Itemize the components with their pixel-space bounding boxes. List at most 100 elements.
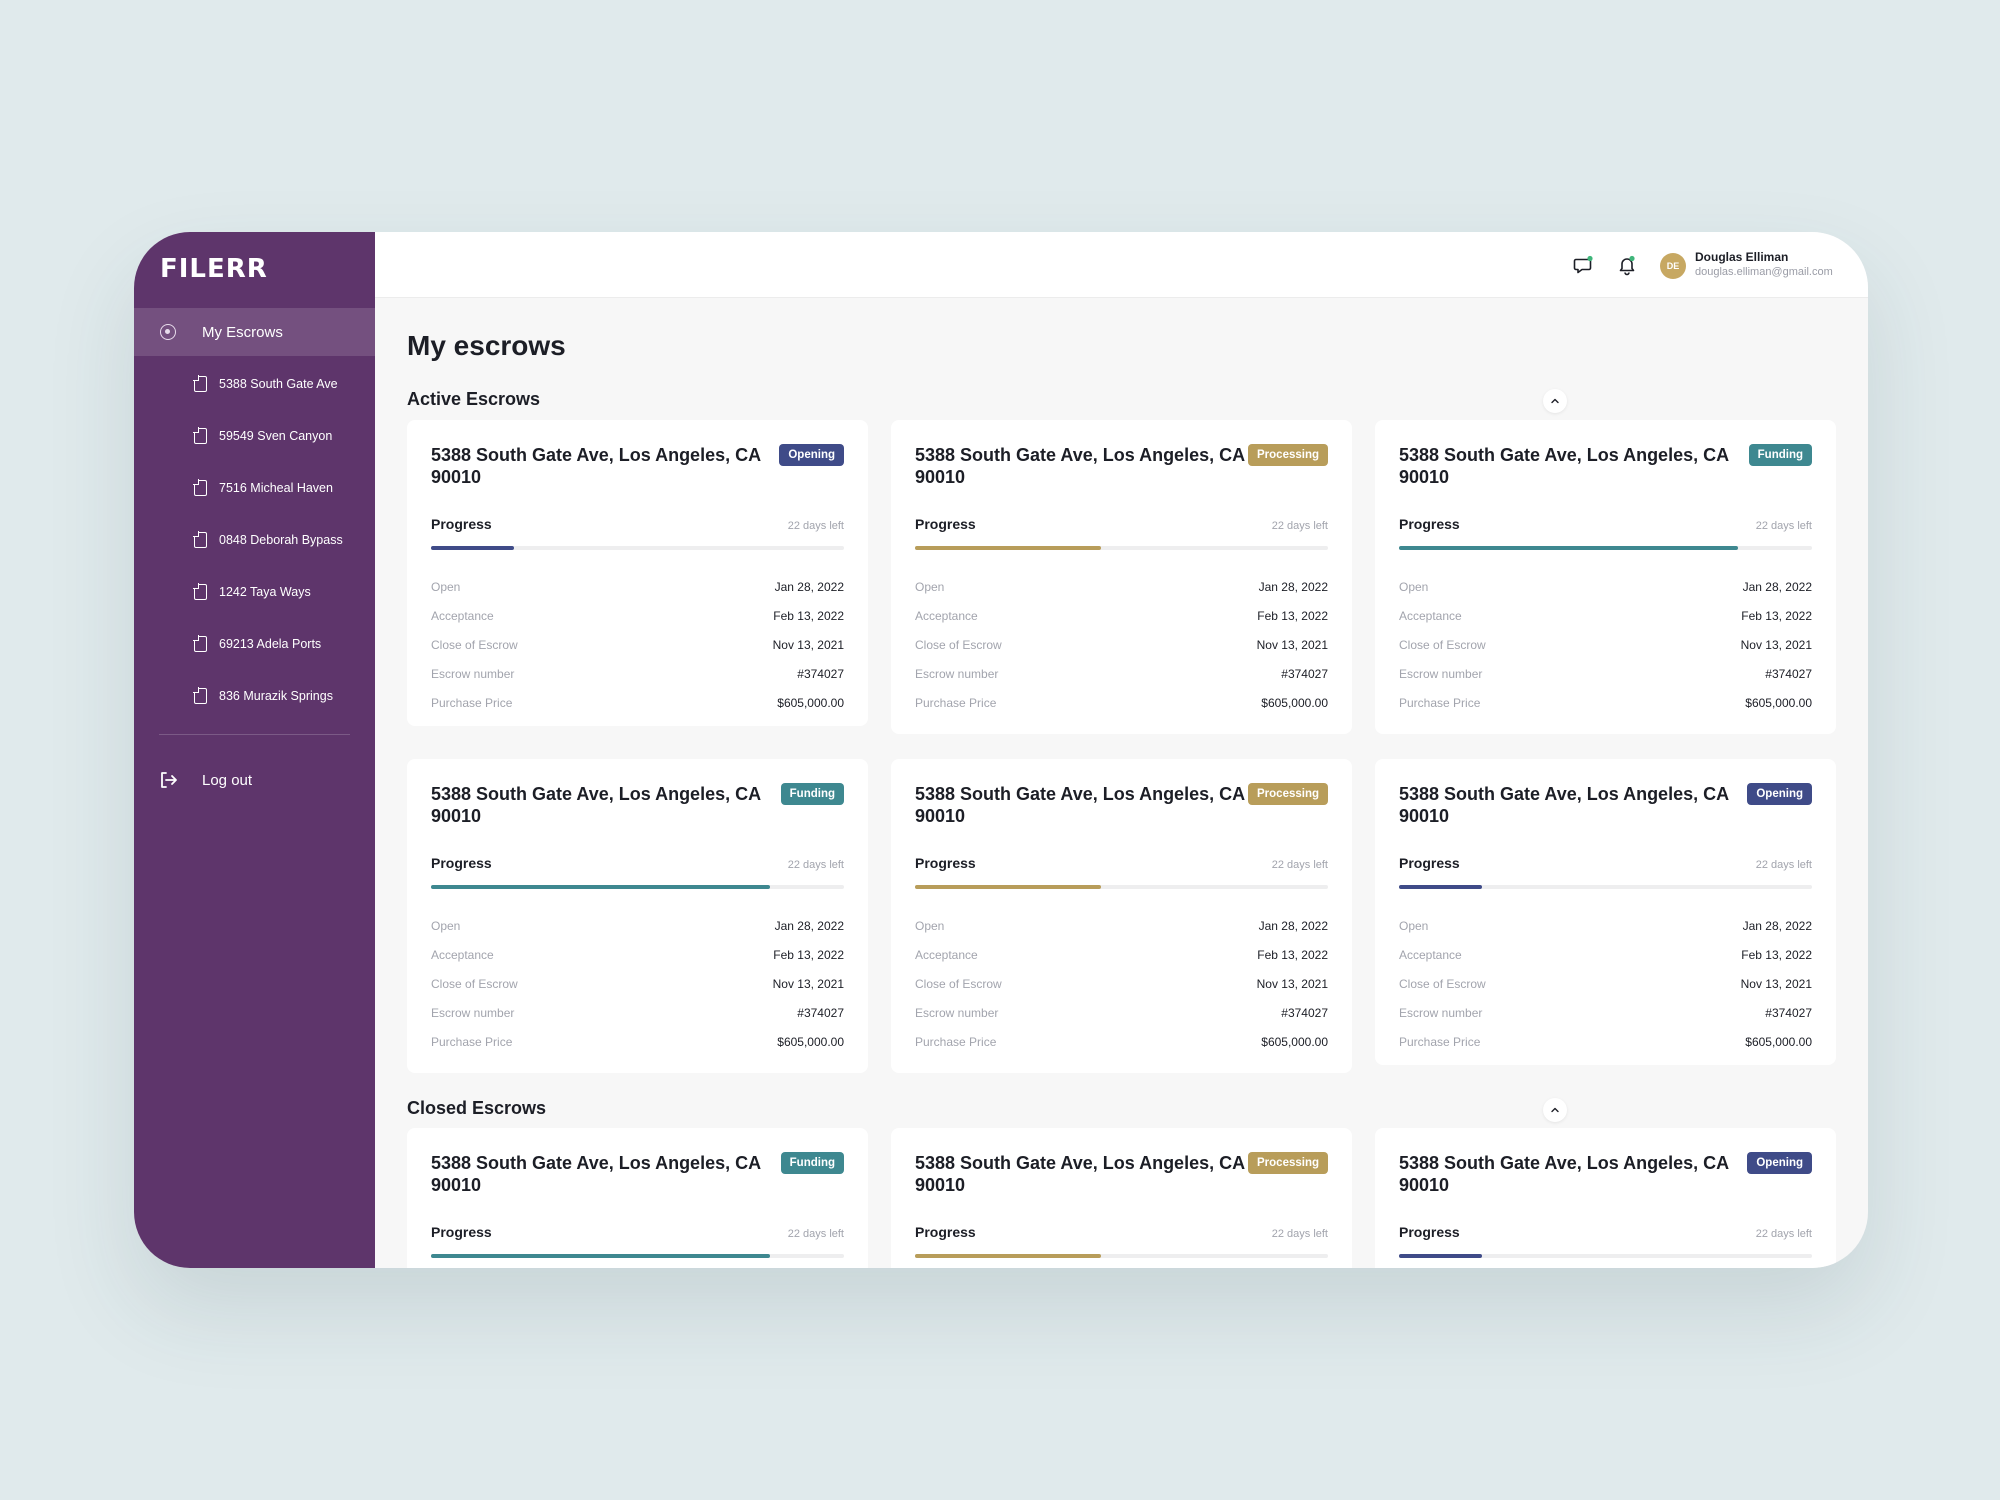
sidebar-item-escrow[interactable]: 0848 Deborah Bypass bbox=[134, 514, 375, 566]
document-icon bbox=[193, 635, 207, 652]
top-bar: DE Douglas Elliman douglas.elliman@gmail… bbox=[375, 232, 1868, 298]
detail-value: Feb 13, 2022 bbox=[1741, 947, 1812, 962]
escrow-card[interactable]: 5388 South Gate Ave, Los Angeles, CA 900… bbox=[1375, 420, 1836, 734]
detail-label: Open bbox=[1399, 918, 1429, 933]
card-details: Open Jan 28, 2022 Acceptance Feb 13, 202… bbox=[1399, 911, 1812, 1056]
document-icon bbox=[193, 687, 207, 704]
detail-value: $605,000.00 bbox=[1261, 695, 1328, 710]
detail-row: Open Jan 28, 2022 bbox=[1399, 572, 1812, 601]
sidebar-divider bbox=[159, 734, 350, 735]
detail-value: Feb 13, 2022 bbox=[773, 947, 844, 962]
escrow-card[interactable]: 5388 South Gate Ave, Los Angeles, CA 900… bbox=[1375, 759, 1836, 1065]
sidebar-item-label: 59549 Sven Canyon bbox=[219, 429, 333, 443]
detail-row: Acceptance Feb 13, 2022 bbox=[1399, 601, 1812, 630]
detail-value: #374027 bbox=[797, 666, 844, 681]
days-left: 22 days left bbox=[1755, 1228, 1812, 1240]
logout-button[interactable]: Log out bbox=[134, 760, 252, 800]
card-details: Open Jan 28, 2022 Acceptance Feb 13, 202… bbox=[915, 572, 1328, 717]
detail-row: Acceptance Feb 13, 2022 bbox=[431, 940, 844, 969]
progress-header: Progress 22 days left bbox=[915, 1224, 1328, 1240]
detail-label: Open bbox=[1399, 579, 1429, 594]
escrow-card[interactable]: 5388 South Gate Ave, Los Angeles, CA 900… bbox=[407, 1128, 868, 1268]
detail-label: Purchase Price bbox=[431, 1034, 513, 1049]
sidebar-item-escrow[interactable]: 5388 South Gate Ave bbox=[134, 358, 375, 410]
escrow-card[interactable]: 5388 South Gate Ave, Los Angeles, CA 900… bbox=[891, 759, 1352, 1073]
detail-row: Open Jan 28, 2022 bbox=[431, 911, 844, 940]
detail-row: Acceptance Feb 13, 2022 bbox=[915, 940, 1328, 969]
sidebar-item-escrow[interactable]: 59549 Sven Canyon bbox=[134, 410, 375, 462]
detail-row: Escrow number #374027 bbox=[431, 998, 844, 1027]
escrow-card[interactable]: 5388 South Gate Ave, Los Angeles, CA 900… bbox=[891, 1128, 1352, 1268]
progress-label: Progress bbox=[915, 855, 976, 871]
detail-row: Escrow number #374027 bbox=[915, 998, 1328, 1027]
progress-track bbox=[915, 885, 1328, 889]
detail-row: Open Jan 28, 2022 bbox=[915, 911, 1328, 940]
progress-label: Progress bbox=[431, 855, 492, 871]
card-title: 5388 South Gate Ave, Los Angeles, CA 900… bbox=[431, 445, 761, 487]
document-icon bbox=[193, 375, 207, 392]
status-badge: Opening bbox=[1747, 1152, 1812, 1174]
detail-row: Purchase Price $605,000.00 bbox=[915, 1027, 1328, 1056]
collapse-active-button[interactable] bbox=[1543, 389, 1567, 413]
sidebar-item-escrow[interactable]: 836 Murazik Springs bbox=[134, 670, 375, 722]
detail-label: Open bbox=[431, 918, 461, 933]
sidebar-item-escrow[interactable]: 1242 Taya Ways bbox=[134, 566, 375, 618]
chat-icon[interactable] bbox=[1572, 254, 1594, 276]
logo: FILERR bbox=[160, 254, 268, 284]
detail-row: Close of Escrow Nov 13, 2021 bbox=[1399, 630, 1812, 659]
detail-value: #374027 bbox=[797, 1005, 844, 1020]
dashboard-icon bbox=[160, 324, 176, 340]
progress-label: Progress bbox=[1399, 516, 1460, 532]
progress-header: Progress 22 days left bbox=[1399, 855, 1812, 871]
status-badge: Funding bbox=[1748, 444, 1812, 466]
detail-label: Acceptance bbox=[1399, 947, 1462, 962]
chevron-up-icon bbox=[1551, 1107, 1559, 1113]
sidebar-item-label: 836 Murazik Springs bbox=[219, 689, 333, 703]
detail-value: Nov 13, 2021 bbox=[772, 637, 844, 652]
detail-label: Escrow number bbox=[915, 1005, 999, 1020]
progress-header: Progress 22 days left bbox=[1399, 516, 1812, 532]
status-badge: Processing bbox=[1248, 783, 1328, 805]
sidebar-item-escrow[interactable]: 7516 Micheal Haven bbox=[134, 462, 375, 514]
detail-value: Jan 28, 2022 bbox=[1258, 579, 1328, 594]
sidebar-item-my-escrows[interactable]: My Escrows bbox=[134, 308, 375, 356]
days-left: 22 days left bbox=[787, 520, 844, 532]
progress-track bbox=[431, 1254, 844, 1258]
card-title: 5388 South Gate Ave, Los Angeles, CA 900… bbox=[915, 784, 1245, 826]
detail-row: Escrow number #374027 bbox=[1399, 659, 1812, 688]
detail-value: $605,000.00 bbox=[1745, 695, 1812, 710]
escrow-card[interactable]: 5388 South Gate Ave, Los Angeles, CA 900… bbox=[407, 420, 868, 726]
card-title: 5388 South Gate Ave, Los Angeles, CA 900… bbox=[1399, 1153, 1729, 1195]
detail-row: Acceptance Feb 13, 2022 bbox=[1399, 940, 1812, 969]
detail-row: Acceptance Feb 13, 2022 bbox=[915, 601, 1328, 630]
card-title: 5388 South Gate Ave, Los Angeles, CA 900… bbox=[1399, 784, 1729, 826]
sidebar: FILERR My Escrows 5388 South Gate Ave 59… bbox=[134, 232, 375, 1268]
progress-track bbox=[915, 546, 1328, 550]
chevron-up-icon bbox=[1551, 398, 1559, 404]
detail-label: Acceptance bbox=[915, 608, 978, 623]
collapse-closed-button[interactable] bbox=[1543, 1098, 1567, 1122]
progress-track bbox=[431, 546, 844, 550]
progress-fill bbox=[431, 885, 770, 889]
sidebar-item-escrow[interactable]: 69213 Adela Ports bbox=[134, 618, 375, 670]
detail-label: Close of Escrow bbox=[915, 637, 1002, 652]
detail-row: Close of Escrow Nov 13, 2021 bbox=[431, 630, 844, 659]
sidebar-item-label: 0848 Deborah Bypass bbox=[219, 533, 343, 547]
escrow-card[interactable]: 5388 South Gate Ave, Los Angeles, CA 900… bbox=[1375, 1128, 1836, 1268]
detail-label: Open bbox=[915, 918, 945, 933]
detail-label: Purchase Price bbox=[431, 695, 513, 710]
days-left: 22 days left bbox=[787, 1228, 844, 1240]
escrow-card[interactable]: 5388 South Gate Ave, Los Angeles, CA 900… bbox=[891, 420, 1352, 734]
detail-label: Escrow number bbox=[1399, 666, 1483, 681]
progress-header: Progress 22 days left bbox=[1399, 1224, 1812, 1240]
detail-row: Escrow number #374027 bbox=[915, 659, 1328, 688]
detail-value: Jan 28, 2022 bbox=[774, 918, 844, 933]
escrow-card[interactable]: 5388 South Gate Ave, Los Angeles, CA 900… bbox=[407, 759, 868, 1073]
bell-icon[interactable] bbox=[1616, 254, 1638, 276]
progress-header: Progress 22 days left bbox=[915, 516, 1328, 532]
detail-row: Open Jan 28, 2022 bbox=[431, 572, 844, 601]
document-icon bbox=[193, 479, 207, 496]
detail-row: Close of Escrow Nov 13, 2021 bbox=[431, 969, 844, 998]
avatar[interactable]: DE bbox=[1660, 253, 1686, 279]
document-icon bbox=[193, 531, 207, 548]
